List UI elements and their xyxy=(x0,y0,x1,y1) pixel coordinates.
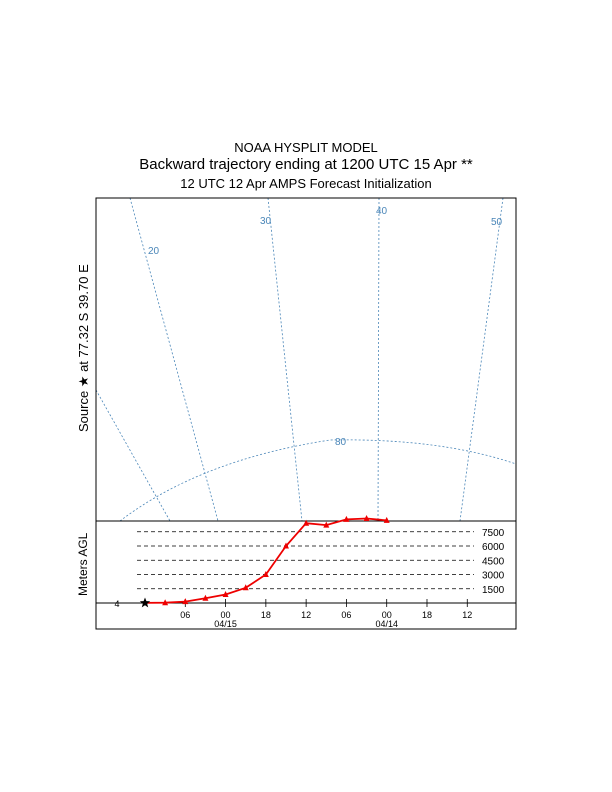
meridian-50 xyxy=(459,198,504,521)
origin-label: 4 xyxy=(114,599,119,609)
meridian-40 xyxy=(377,198,380,521)
height-point xyxy=(262,571,269,577)
height-point xyxy=(162,599,169,606)
height-line xyxy=(144,517,387,604)
parallel-label: 80 xyxy=(335,437,347,448)
height-point xyxy=(282,542,289,549)
height-point xyxy=(323,521,330,528)
height-tick-label: 7500 xyxy=(482,528,505,539)
height-source-star-icon xyxy=(139,597,151,608)
trajectory-title: Backward trajectory ending at 1200 UTC 1… xyxy=(139,156,473,173)
height-point xyxy=(222,590,229,597)
time-tick-label: 18 xyxy=(422,610,432,620)
meridian-label: 40 xyxy=(376,206,388,217)
source-location-label: Source ★ at 77.32 S 39.70 E xyxy=(76,264,91,432)
time-tick-label: 12 xyxy=(462,610,472,620)
model-title: NOAA HYSPLIT MODEL xyxy=(234,140,378,155)
meridian-label: 30 xyxy=(260,216,272,227)
parallel-80 xyxy=(119,439,516,521)
height-point xyxy=(303,519,310,526)
height-tick-label: 1500 xyxy=(482,585,505,596)
time-tick-label: 06 xyxy=(341,610,351,620)
date-label: 04/15 xyxy=(214,619,237,629)
time-tick-label: 00 xyxy=(382,610,392,620)
initialization-subtitle: 12 UTC 12 Apr AMPS Forecast Initializati… xyxy=(180,176,432,191)
height-point xyxy=(363,514,370,521)
height-tick-label: 6000 xyxy=(482,542,505,553)
meridian-20 xyxy=(129,198,219,521)
meridian-30 xyxy=(267,198,303,521)
height-panel-layer: 7500 6000 4500 3000 1500 06 00 18 12 06 00 18 12 04/1… xyxy=(96,514,516,629)
meridian-label: 50 xyxy=(491,217,503,228)
height-axis-label: Meters AGL xyxy=(76,532,90,596)
height-point xyxy=(242,584,249,591)
height-tick-label: 3000 xyxy=(482,571,505,582)
height-point xyxy=(202,594,209,601)
height-point xyxy=(182,598,189,605)
time-tick-label: 00 xyxy=(221,610,231,620)
date-label: 04/14 xyxy=(375,619,398,629)
time-tick-label: 06 xyxy=(180,610,190,620)
height-point xyxy=(343,515,350,522)
height-point xyxy=(383,516,390,523)
meridian-label: 20 xyxy=(148,246,160,257)
map-grid xyxy=(96,198,516,521)
height-tick-label: 4500 xyxy=(482,556,505,567)
time-tick-label: 18 xyxy=(261,610,271,620)
time-tick-label: 12 xyxy=(301,610,311,620)
meridian-left xyxy=(96,389,171,521)
